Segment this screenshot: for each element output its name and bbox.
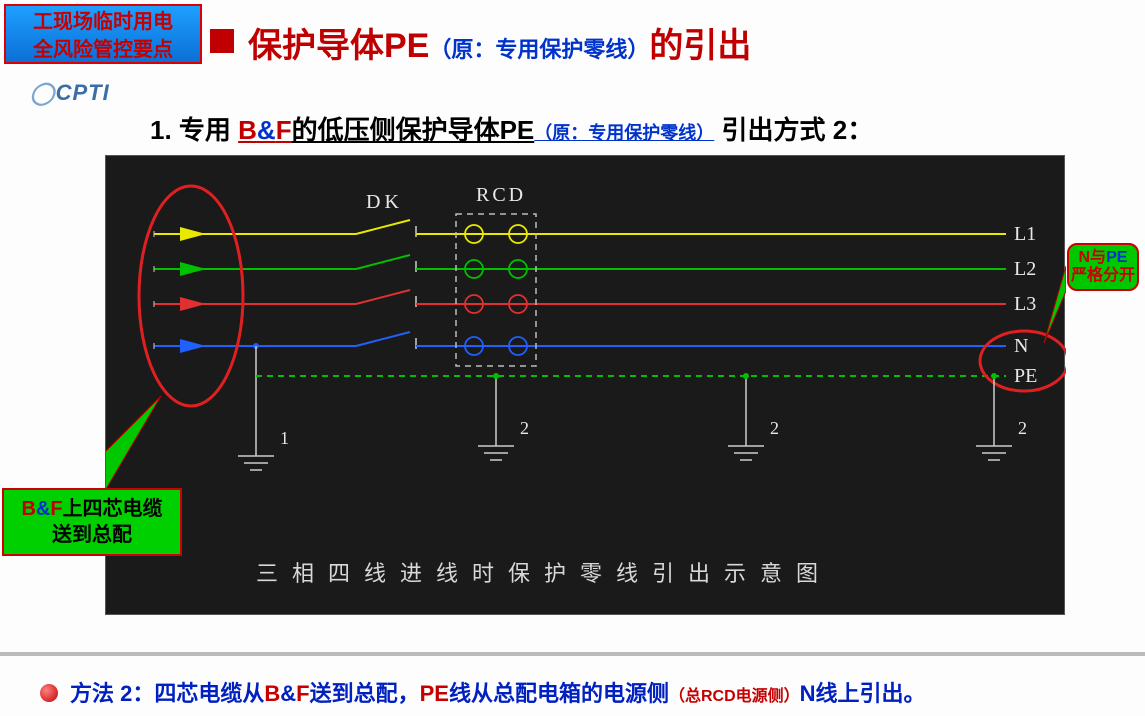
bullet-icon	[40, 684, 58, 702]
right-callout: N与PE 严格分开	[1067, 243, 1139, 291]
slide: 工现场临时用电 全风险管控要点 ◯CPTI 保护导体PE（原：专用保护零线）的引…	[0, 0, 1145, 716]
divider	[0, 652, 1145, 656]
corner-line1: 工现场临时用电	[6, 8, 200, 36]
svg-text:L1: L1	[1014, 223, 1036, 245]
svg-text:1: 1	[280, 428, 289, 448]
logo: ◯CPTI	[30, 80, 110, 106]
svg-text:2: 2	[1018, 418, 1027, 438]
svg-text:DK: DK	[366, 191, 403, 213]
left-callout: B&F上四芯电缆 送到总配	[2, 488, 182, 556]
main-title: 保护导体PE（原：专用保护零线）的引出	[210, 18, 1110, 67]
svg-text:RCD: RCD	[476, 184, 526, 206]
subtitle: 1. 专用 B&F的低压侧保护导体PE（原：专用保护零线） 引出方式 2：	[150, 110, 1100, 147]
svg-text:2: 2	[770, 418, 779, 438]
corner-line2: 全风险管控要点	[6, 36, 200, 64]
diagram-svg: L1 L2 L3 N PE DK RCD 1 2 2 2	[106, 156, 1066, 616]
svg-text:PE: PE	[1014, 365, 1037, 387]
svg-text:L2: L2	[1014, 258, 1036, 280]
svg-text:2: 2	[520, 418, 529, 438]
circuit-diagram: L1 L2 L3 N PE DK RCD 1 2 2 2 三相四线进线时保护零线引出示意图	[105, 155, 1065, 615]
svg-text:N: N	[1014, 335, 1028, 357]
svg-text:L3: L3	[1014, 293, 1036, 315]
corner-box: 工现场临时用电 全风险管控要点	[4, 4, 202, 64]
diagram-caption: 三相四线进线时保护零线引出示意图	[256, 556, 936, 588]
title-square-icon	[210, 29, 234, 53]
footer-text: 方法 2：四芯电缆从B&F送到总配，PE线从总配电箱的电源侧（总RCD电源侧）N…	[0, 668, 1145, 708]
